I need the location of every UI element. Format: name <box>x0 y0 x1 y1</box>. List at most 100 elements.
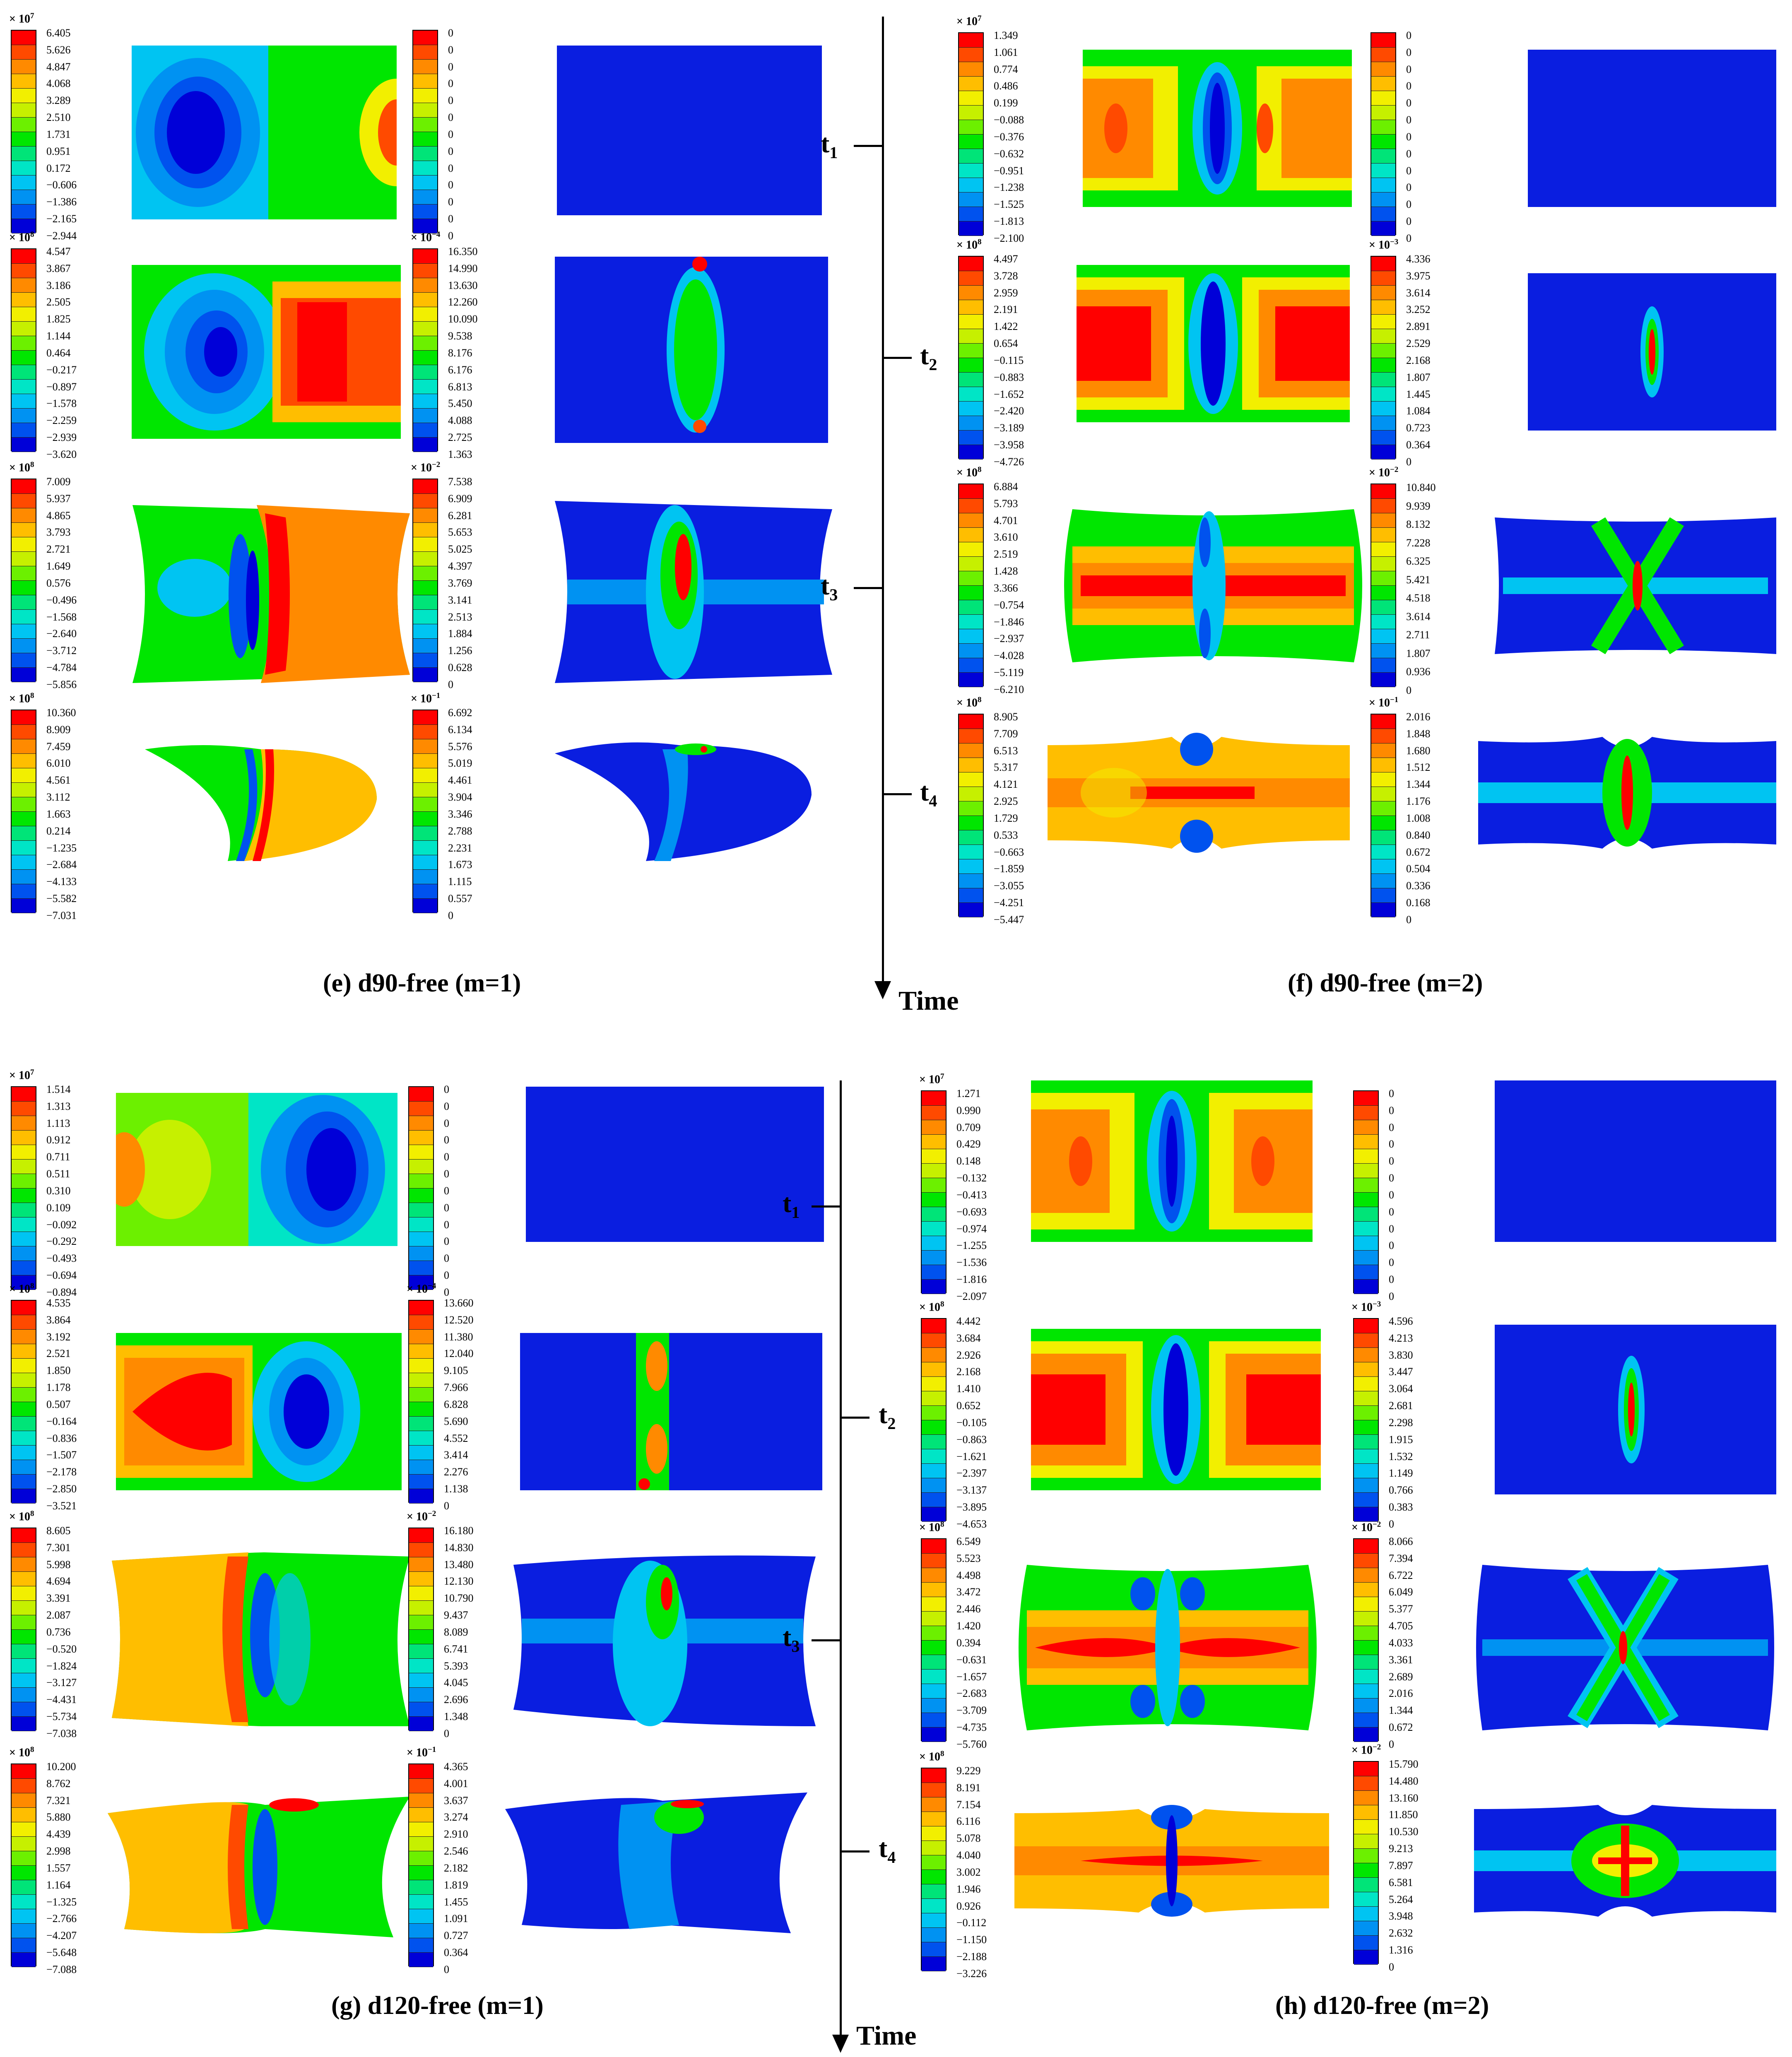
stress-contour-f2 <box>1077 265 1350 422</box>
color-swatch <box>922 1539 946 1554</box>
legend-tick-label: 0.951 <box>46 145 71 157</box>
legend-tick-label: 3.002 <box>956 1866 981 1878</box>
color-swatch <box>922 1178 946 1193</box>
color-swatch <box>1354 1222 1378 1236</box>
legend-tick-label: 1.807 <box>1406 371 1431 383</box>
legend-tick-label: 0.711 <box>46 1151 70 1163</box>
legend-tick-label: 0 <box>444 1184 449 1197</box>
legend-tick-label: 1.363 <box>448 448 472 460</box>
color-swatch <box>12 1315 36 1330</box>
legend-ticks: 6.692 6.134 5.576 5.019 4.461 3.904 3.346 2.788… <box>448 705 472 924</box>
color-swatch <box>409 1673 433 1688</box>
stress-contour-g4 <box>108 1797 410 1937</box>
legend-tick-label: 1.344 <box>1389 1704 1413 1717</box>
color-swatch <box>409 1895 433 1909</box>
color-swatch <box>1354 1449 1378 1464</box>
legend-tick-label: −1.578 <box>46 397 77 410</box>
color-swatch <box>959 416 983 431</box>
color-scale <box>412 248 438 452</box>
color-scale <box>1370 256 1396 460</box>
color-swatch <box>12 1246 36 1261</box>
color-swatch <box>959 600 983 615</box>
color-swatch <box>12 610 36 624</box>
color-swatch <box>12 1659 36 1673</box>
legend-tick-label: −0.413 <box>956 1188 987 1201</box>
color-swatch <box>922 1812 946 1826</box>
color-swatch <box>12 1688 36 1702</box>
legend-tick-label: −0.105 <box>956 1416 987 1429</box>
color-swatch <box>959 387 983 402</box>
color-swatch <box>413 438 437 452</box>
color-swatch <box>922 1120 946 1135</box>
color-swatch <box>12 45 36 60</box>
legend-tick-label: 1.115 <box>448 876 472 888</box>
legend-tick-label: 2.696 <box>444 1694 468 1706</box>
color-swatch <box>12 1808 36 1822</box>
color-swatch <box>1371 315 1395 329</box>
legend-tick-label: −3.137 <box>956 1484 987 1496</box>
color-swatch <box>12 176 36 190</box>
color-swatch <box>922 1928 946 1942</box>
legend-tick-label: 4.865 <box>46 509 71 522</box>
color-swatch <box>1354 1713 1378 1727</box>
legend-tick-label: 2.910 <box>444 1828 468 1840</box>
legend-ticks: 4.547 3.867 3.186 2.505 1.825 1.144 0.464 −0.21… <box>46 243 77 463</box>
legend-tick-label: 1.514 <box>46 1083 71 1095</box>
color-swatch <box>12 351 36 365</box>
legend-exponent: × 10−1 <box>411 691 441 705</box>
color-swatch <box>413 249 437 264</box>
color-swatch <box>959 257 983 271</box>
legend-tick-label: −3.712 <box>46 645 77 657</box>
color-swatch <box>922 1626 946 1641</box>
legend-tick-label: 4.535 <box>46 1297 71 1309</box>
legend-ticks: 0 0 0 0 0 0 0 0 0 0 0 0 0 <box>448 25 453 245</box>
legend-ticks: 8.605 7.301 5.998 4.694 3.391 2.087 0.736 −0.52… <box>46 1523 77 1742</box>
color-swatch <box>12 841 36 855</box>
time-label-t2: t2 <box>879 1400 896 1433</box>
color-swatch <box>413 31 437 45</box>
color-swatch <box>12 1557 36 1572</box>
legend-tick-label: −0.376 <box>994 130 1024 143</box>
color-swatch <box>959 402 983 416</box>
legend-tick-label: 6.405 <box>46 27 71 39</box>
legend-tick-label: 7.897 <box>1389 1859 1413 1872</box>
color-swatch <box>922 1612 946 1626</box>
color-swatch <box>12 1402 36 1417</box>
color-swatch <box>1371 571 1395 586</box>
color-swatch <box>413 74 437 89</box>
color-swatch <box>959 207 983 221</box>
color-swatch <box>1371 91 1395 106</box>
legend-tick-label: 0 <box>1406 232 1411 244</box>
legend-tick-label: −5.648 <box>46 1946 77 1959</box>
color-swatch <box>1371 830 1395 845</box>
color-swatch <box>1354 1670 1378 1684</box>
legend-tick-label: 2.298 <box>1389 1416 1413 1429</box>
color-swatch <box>12 1586 36 1601</box>
color-swatch <box>12 1232 36 1246</box>
legend-tick-label: 3.064 <box>1389 1383 1413 1395</box>
legend-tick-label: 7.538 <box>448 476 472 488</box>
legend-tick-label: 0 <box>448 196 453 208</box>
legend-tick-label: 0.654 <box>994 337 1018 350</box>
color-swatch <box>12 103 36 118</box>
legend-tick-label: 1.445 <box>1406 388 1431 400</box>
legend-tick-label: 1.256 <box>448 645 472 657</box>
legend-tick-label: 7.459 <box>46 740 71 753</box>
legend-tick-label: −1.813 <box>994 215 1024 228</box>
color-swatch <box>1354 1391 1378 1406</box>
legend-tick-label: −7.088 <box>46 1963 77 1975</box>
legend-exponent: × 10−3 <box>1369 238 1399 252</box>
legend-tick-label: 0 <box>1406 181 1411 194</box>
legend-tick-label: 0 <box>1389 1961 1394 1973</box>
legend-tick-label: 2.721 <box>46 543 71 556</box>
legend-tick-label: −1.568 <box>46 611 77 623</box>
color-swatch <box>922 1493 946 1507</box>
legend-tick-label: 0.672 <box>1389 1721 1413 1734</box>
color-swatch <box>1371 271 1395 286</box>
color-swatch <box>1354 1834 1378 1849</box>
legend-tick-label: 0 <box>1406 114 1411 126</box>
legend-exponent: × 10−2 <box>411 460 441 474</box>
color-swatch <box>959 715 983 729</box>
color-swatch <box>959 445 983 460</box>
legend-tick-label: 13.480 <box>444 1558 474 1571</box>
